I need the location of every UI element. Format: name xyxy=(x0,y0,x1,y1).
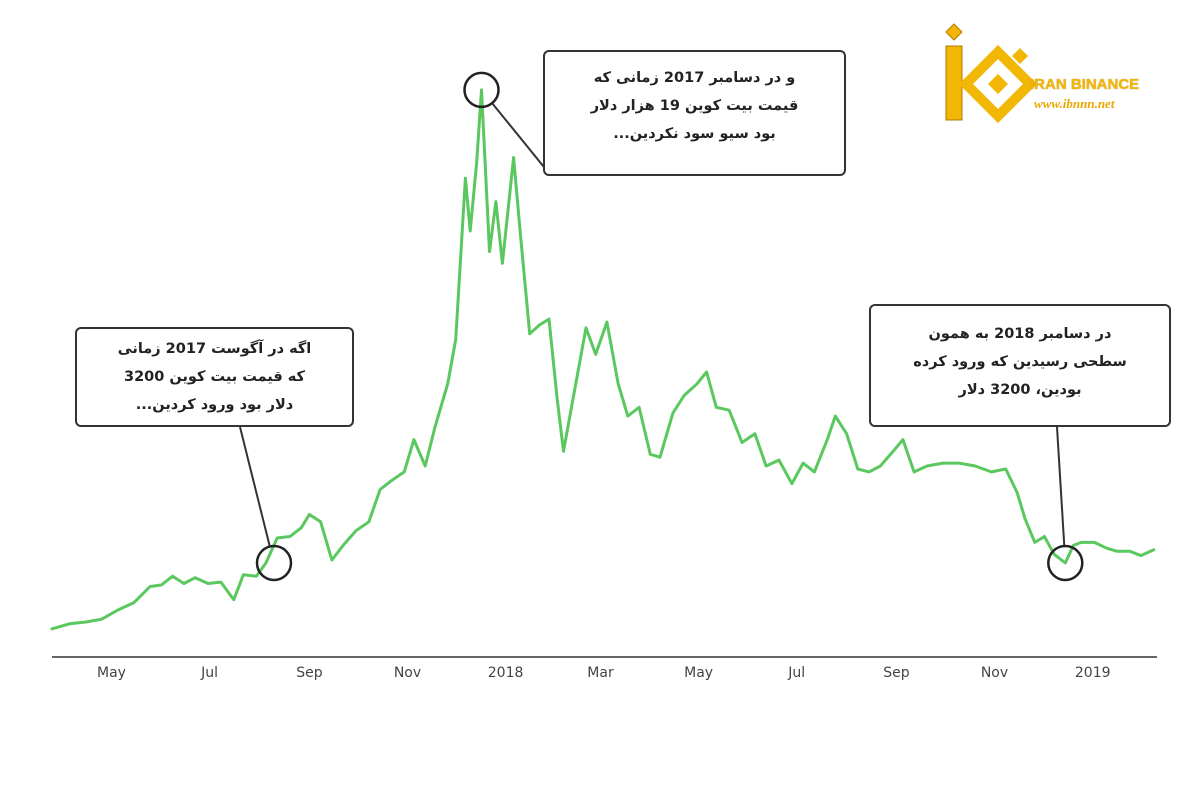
callout-connector-1 xyxy=(491,102,549,173)
x-tick-label: May xyxy=(97,665,126,681)
callout-connectors xyxy=(239,102,1066,547)
callout-line: دلار بود ورود کردین... xyxy=(135,397,294,413)
x-tick-label: Nov xyxy=(394,665,421,681)
callout-line: که قیمت بیت کوین 3200 xyxy=(124,369,305,385)
x-tick-label: Sep xyxy=(296,665,323,681)
iran-binance-logo-icon xyxy=(945,23,1038,124)
callout-line: در دسامبر 2018 به همون xyxy=(928,326,1112,342)
highlight-circles xyxy=(255,71,1084,582)
callout-line: سطحی رسیدین که ورود کرده xyxy=(913,354,1127,370)
x-axis-ticks: May Jul Sep Nov 2018 Mar May Jul Sep Nov 2019 xyxy=(97,665,1110,681)
callout-line: و در دسامبر 2017 زمانی که xyxy=(593,70,796,86)
price-line-series-0 xyxy=(50,88,1156,631)
callout-connector-2 xyxy=(1056,426,1066,547)
x-tick-label: Jul xyxy=(200,665,218,681)
x-tick-label: Sep xyxy=(883,665,910,681)
brand-name: IRAN BINANCE xyxy=(1030,76,1140,93)
highlight-circle-1 xyxy=(463,71,500,109)
callout-line: قیمت بیت کوین 19 هزار دلار xyxy=(590,98,799,114)
x-tick-label: Jul xyxy=(787,665,805,681)
callout-august-2017: اگه در آگوست 2017 زمانی که قیمت بیت کوین… xyxy=(75,327,354,427)
x-tick-label: Mar xyxy=(587,665,614,681)
callout-december-2018: در دسامبر 2018 به همون سطحی رسیدین که ور… xyxy=(869,304,1171,427)
highlight-circle-2 xyxy=(1047,544,1084,582)
callout-line: بود سیو سود نکردین... xyxy=(613,126,776,142)
callout-line: اگه در آگوست 2017 زمانی xyxy=(117,341,312,357)
callout-connector-0 xyxy=(239,426,271,547)
x-tick-label: 2019 xyxy=(1075,665,1111,681)
x-tick-label: 2018 xyxy=(488,665,524,681)
brand-url: www.ibnnn.net xyxy=(1034,96,1115,111)
series-layer xyxy=(50,88,1156,631)
x-tick-label: Nov xyxy=(981,665,1008,681)
highlight-circle-0 xyxy=(255,544,293,582)
x-tick-label: May xyxy=(684,665,713,681)
callout-december-2017: و در دسامبر 2017 زمانی که قیمت بیت کوین … xyxy=(543,50,846,176)
callout-line: بودین، 3200 دلار xyxy=(958,382,1082,398)
